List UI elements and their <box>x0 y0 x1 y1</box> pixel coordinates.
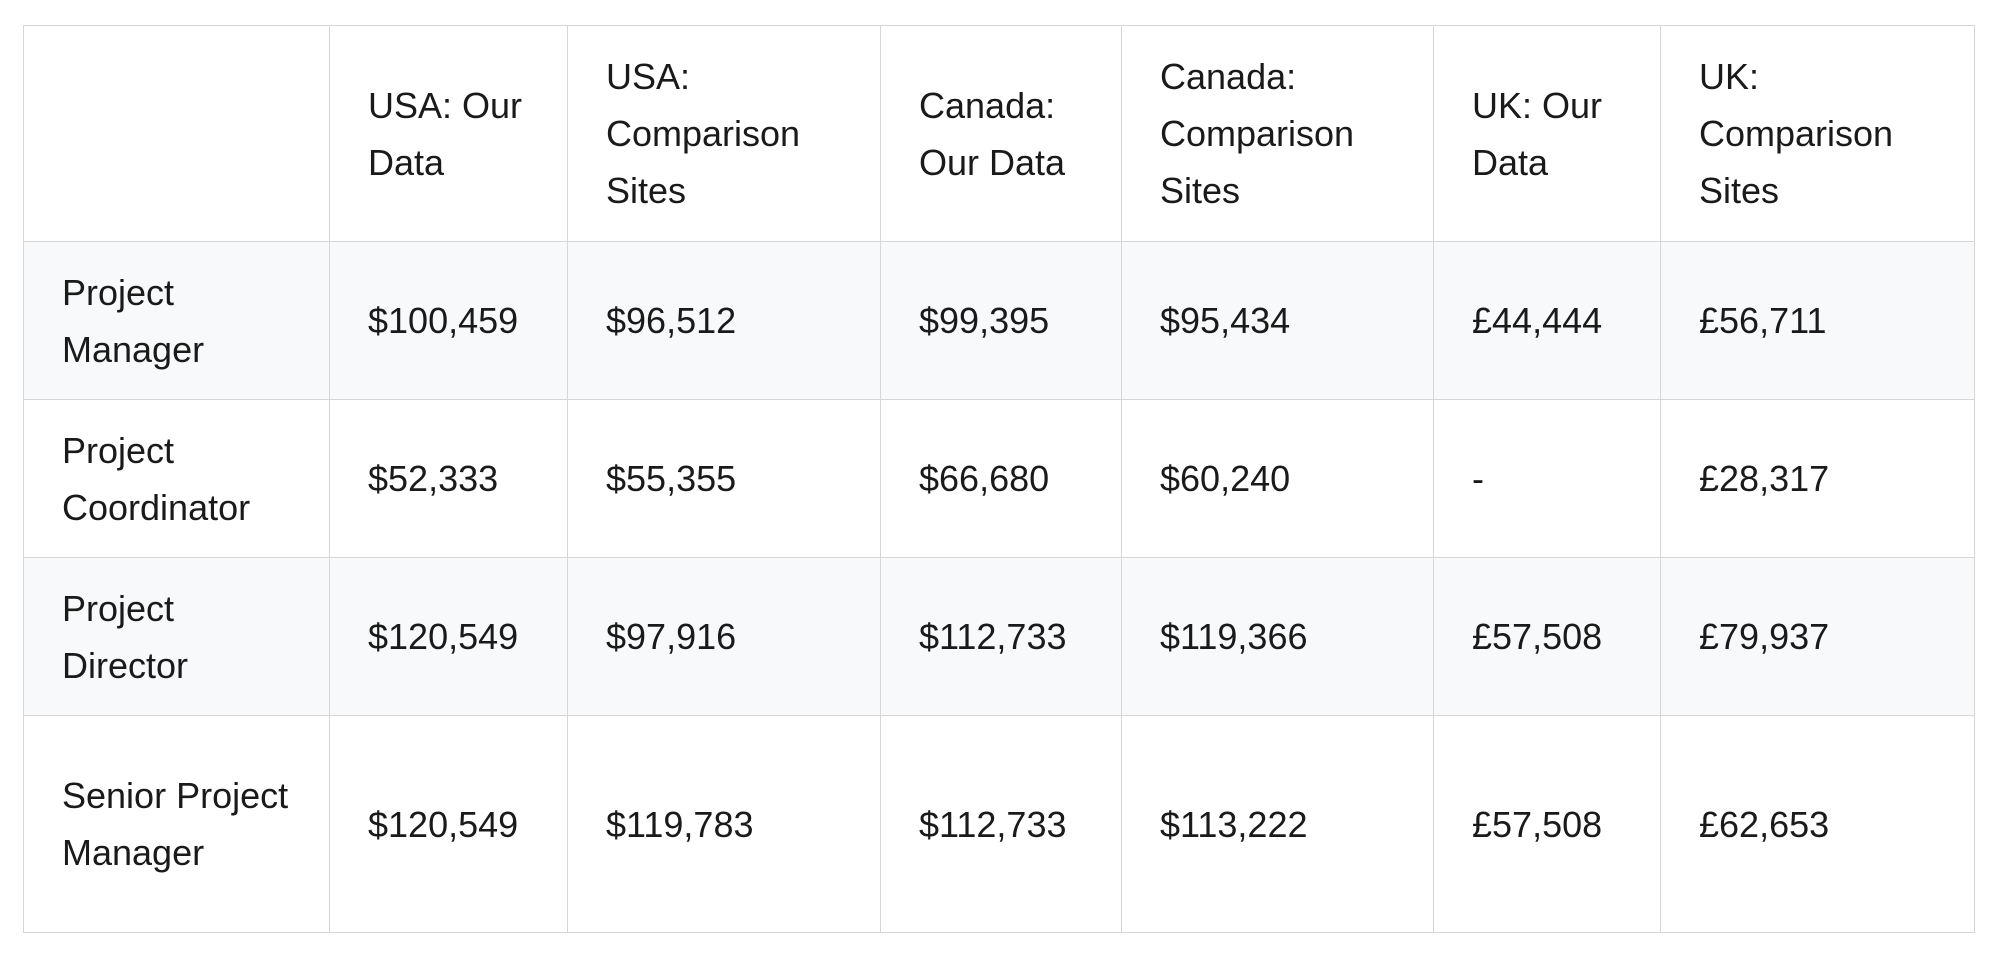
column-header: USA: Comparison Sites <box>567 25 881 242</box>
table-body: Project Manager $100,459 $96,512 $99,395 $95… <box>23 241 1975 933</box>
table-cell: $113,222 <box>1121 715 1434 933</box>
table-cell: - <box>1433 399 1661 558</box>
table-cell: $120,549 <box>329 715 568 933</box>
table-cell: $55,355 <box>567 399 881 558</box>
row-label: Senior Project Manager <box>23 715 330 933</box>
table-cell: $95,434 <box>1121 241 1434 400</box>
column-header: UK: Comparison Sites <box>1660 25 1975 242</box>
corner-cell <box>23 25 330 242</box>
table-row: Project Coordinator $52,333 $55,355 $66,680… <box>23 399 1975 558</box>
salary-table: USA: Our Data USA: Comparison Sites Canada… <box>23 25 1975 933</box>
table-row: Project Director $120,549 $97,916 $112,733 $… <box>23 557 1975 716</box>
table-cell: $100,459 <box>329 241 568 400</box>
column-header: UK: Our Data <box>1433 25 1661 242</box>
table-cell: $119,783 <box>567 715 881 933</box>
row-label: Project Director <box>23 557 330 716</box>
column-header: Canada: Our Data <box>880 25 1122 242</box>
table-cell: £57,508 <box>1433 557 1661 716</box>
table-cell: $120,549 <box>329 557 568 716</box>
header-row: USA: Our Data USA: Comparison Sites Canada… <box>23 25 1975 242</box>
table-cell: £62,653 <box>1660 715 1975 933</box>
table-cell: $112,733 <box>880 557 1122 716</box>
table-cell: $97,916 <box>567 557 881 716</box>
table-cell: $112,733 <box>880 715 1122 933</box>
table-cell: $99,395 <box>880 241 1122 400</box>
table-cell: $52,333 <box>329 399 568 558</box>
table-cell: $60,240 <box>1121 399 1434 558</box>
row-label: Project Coordinator <box>23 399 330 558</box>
table-cell: $96,512 <box>567 241 881 400</box>
table-row: Project Manager $100,459 $96,512 $99,395 $95… <box>23 241 1975 400</box>
table-cell: $119,366 <box>1121 557 1434 716</box>
table-row: Senior Project Manager $120,549 $119,783 $1… <box>23 715 1975 933</box>
table-cell: £28,317 <box>1660 399 1975 558</box>
table-cell: £44,444 <box>1433 241 1661 400</box>
column-header: USA: Our Data <box>329 25 568 242</box>
table-cell: £56,711 <box>1660 241 1975 400</box>
table-cell: £57,508 <box>1433 715 1661 933</box>
row-label: Project Manager <box>23 241 330 400</box>
column-header: Canada: Comparison Sites <box>1121 25 1434 242</box>
table-cell: $66,680 <box>880 399 1122 558</box>
table-header: USA: Our Data USA: Comparison Sites Canada… <box>23 25 1975 242</box>
table-cell: £79,937 <box>1660 557 1975 716</box>
